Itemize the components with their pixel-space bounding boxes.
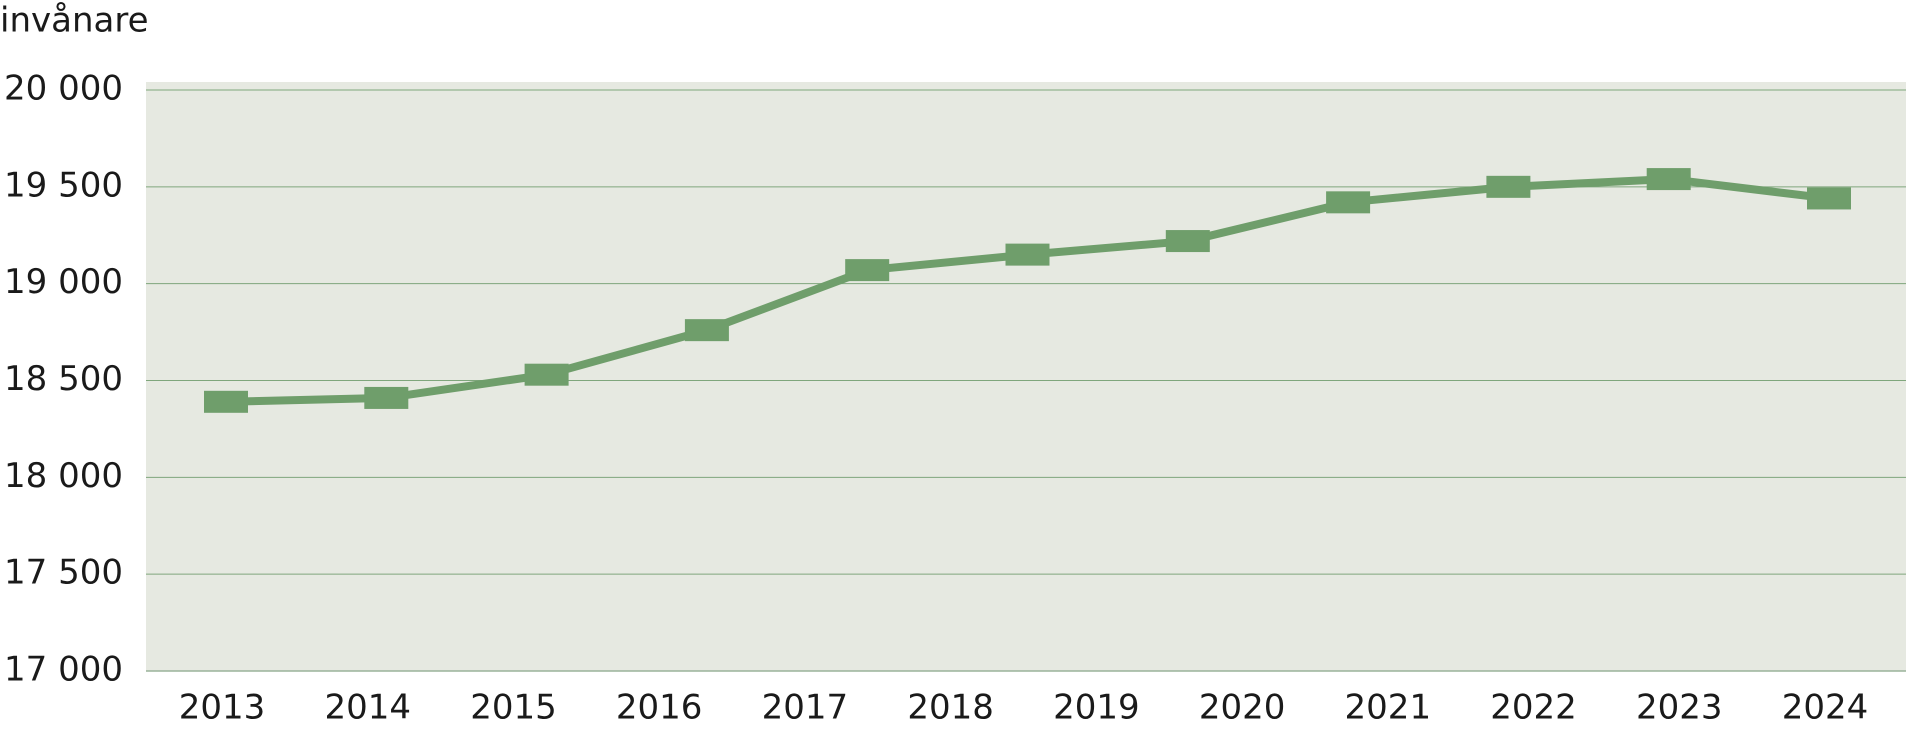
x-tick-label: 2015 [470, 688, 557, 728]
x-tick-label: 2020 [1199, 688, 1286, 728]
y-tick-label: 18 000 [4, 456, 123, 496]
x-tick-label: 2017 [762, 688, 849, 728]
y-axis-label: invånare [0, 1, 148, 41]
marker [1165, 230, 1210, 253]
marker [1486, 175, 1531, 198]
x-tick-label: 2023 [1636, 688, 1723, 728]
y-tick-label: 18 500 [4, 359, 123, 399]
x-tick-label: 2014 [324, 688, 411, 728]
marker [204, 390, 248, 413]
x-tick-label: 2019 [1053, 688, 1140, 728]
marker [1326, 191, 1371, 214]
y-tick-label: 19 000 [4, 262, 123, 302]
x-tick-label: 2016 [616, 688, 703, 728]
y-tick-label: 17 500 [4, 553, 123, 593]
y-tick-label: 19 500 [4, 165, 123, 205]
y-tick-label: 20 000 [4, 69, 123, 109]
x-tick-label: 2021 [1345, 688, 1432, 728]
x-tick-label: 2022 [1490, 688, 1577, 728]
marker [684, 319, 729, 342]
marker [1807, 187, 1851, 210]
x-tick-label: 2018 [907, 688, 994, 728]
x-tick-label: 2024 [1782, 688, 1869, 728]
marker [364, 386, 409, 409]
plot-background [146, 82, 1906, 671]
marker [524, 363, 569, 386]
marker [1646, 168, 1691, 191]
x-tick-label: 2013 [179, 688, 266, 728]
marker [845, 259, 890, 282]
y-tick-label: 17 000 [4, 650, 123, 690]
marker [1005, 243, 1050, 266]
